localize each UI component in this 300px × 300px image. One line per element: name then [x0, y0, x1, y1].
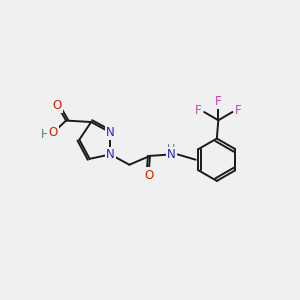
- Text: O: O: [144, 169, 153, 182]
- Text: H: H: [41, 128, 50, 141]
- Text: O: O: [52, 99, 62, 112]
- Text: N: N: [167, 148, 176, 161]
- Text: N: N: [106, 126, 115, 139]
- Text: F: F: [195, 104, 202, 117]
- Text: H: H: [167, 144, 176, 154]
- Text: O: O: [48, 126, 58, 140]
- Text: F: F: [235, 104, 242, 117]
- Text: N: N: [106, 148, 115, 161]
- Text: F: F: [215, 95, 222, 108]
